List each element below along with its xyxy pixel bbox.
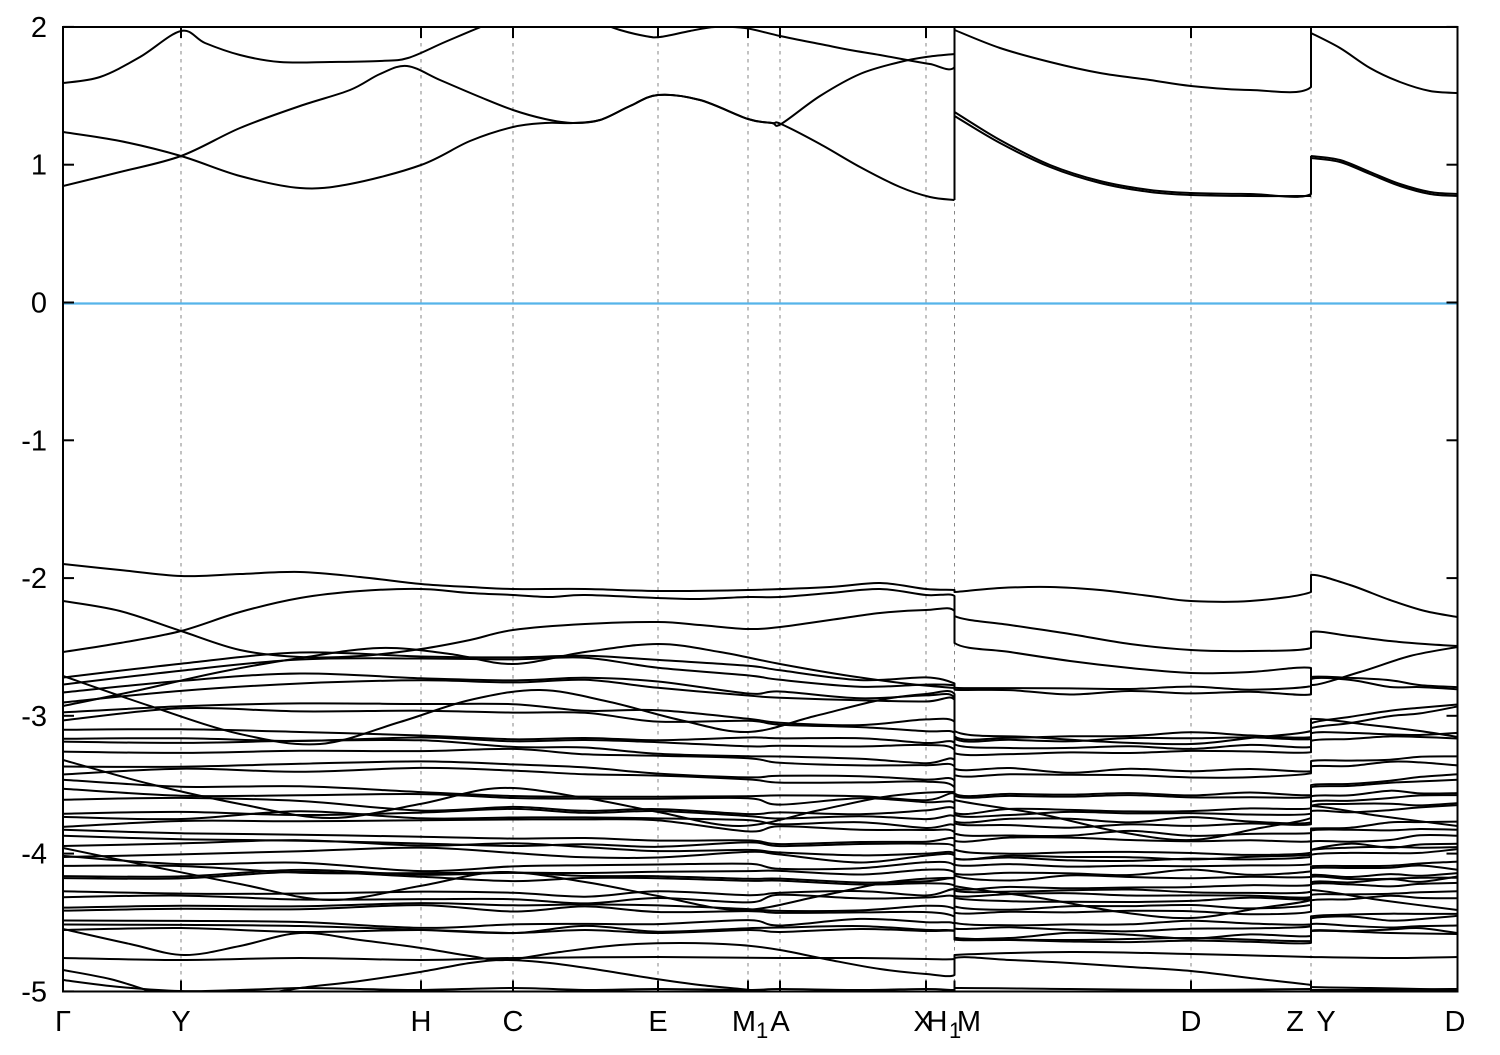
svg-text:X: X (913, 1006, 932, 1038)
svg-text:2: 2 (31, 12, 47, 44)
svg-text:-4: -4 (21, 839, 47, 871)
svg-text:A: A (770, 1006, 790, 1038)
svg-text:H: H (927, 1006, 948, 1038)
svg-text:-3: -3 (21, 701, 47, 733)
svg-text:Γ: Γ (55, 1006, 71, 1038)
svg-text:Z: Z (1286, 1006, 1304, 1038)
svg-text:C: C (503, 1006, 524, 1038)
svg-text:-2: -2 (21, 563, 47, 595)
svg-text:D: D (1445, 1006, 1466, 1038)
svg-text:H: H (411, 1006, 432, 1038)
svg-text:Y: Y (171, 1006, 190, 1038)
svg-text:-1: -1 (21, 425, 47, 457)
svg-text:M: M (957, 1006, 981, 1038)
svg-text:1: 1 (756, 1018, 768, 1043)
svg-text:Y: Y (1316, 1006, 1335, 1038)
svg-text:0: 0 (31, 288, 47, 320)
svg-text:E: E (648, 1006, 667, 1038)
svg-text:1: 1 (31, 150, 47, 182)
svg-text:-5: -5 (21, 976, 47, 1008)
svg-text:1: 1 (949, 1018, 961, 1043)
svg-text:D: D (1181, 1006, 1202, 1038)
svg-text:M: M (732, 1006, 756, 1038)
